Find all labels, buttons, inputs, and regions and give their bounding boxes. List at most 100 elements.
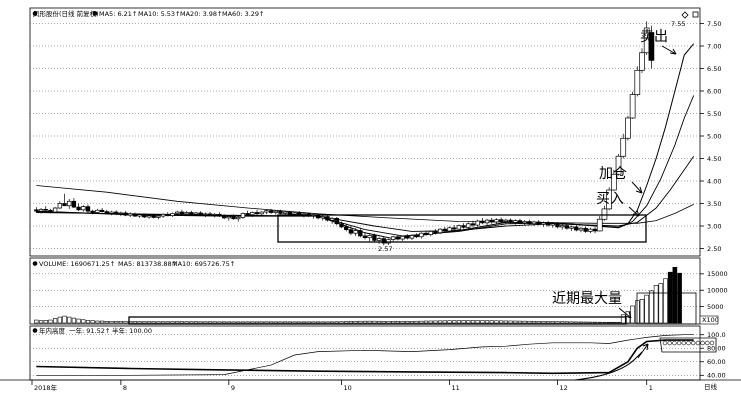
candle-up	[419, 232, 424, 238]
candlestick-series	[34, 21, 655, 246]
volume-bar	[344, 321, 349, 324]
candle-down	[574, 226, 579, 231]
candle-down	[278, 210, 283, 214]
volume-bar	[287, 321, 293, 324]
volume-bar	[85, 320, 91, 324]
volume-bar	[231, 321, 236, 324]
consolidation-box-volume	[128, 316, 627, 325]
volume-bar	[104, 321, 109, 324]
new-high-highlight	[659, 337, 717, 353]
annual-high-lines	[36, 334, 694, 376]
price-y-tick-label: 6.50	[707, 65, 721, 73]
candle-down	[508, 219, 513, 223]
candle-up	[629, 94, 636, 119]
candle-up	[184, 212, 189, 215]
diamond-icon[interactable]	[681, 11, 689, 19]
volume-bar	[222, 321, 227, 324]
candle-down	[231, 216, 236, 220]
volume-bar	[339, 321, 344, 324]
candle-up	[236, 217, 241, 220]
price-header-ma20: MA20: 3.98↑	[180, 10, 223, 18]
volume-bar	[273, 321, 278, 324]
consolidation-box-price	[277, 214, 647, 243]
arrow-sell-head	[669, 48, 677, 55]
price-y-tick-label: 4.50	[707, 155, 721, 163]
candle-up	[273, 210, 278, 213]
candle-up	[156, 215, 161, 218]
candle-up	[109, 211, 114, 214]
candle-down	[527, 221, 532, 225]
volume-bar	[442, 320, 447, 324]
candle-down	[287, 211, 293, 215]
volume-bar	[456, 320, 462, 324]
candle-down	[113, 211, 119, 215]
candle-down	[151, 215, 156, 218]
candle-down	[34, 209, 39, 212]
high-line-2	[36, 334, 694, 376]
price-y-tick-label: 5.50	[707, 110, 721, 118]
candle-up	[428, 231, 433, 235]
volume-bar	[620, 314, 626, 324]
new-high-dot	[705, 340, 710, 346]
annotation-buy: 买入	[596, 191, 624, 207]
new-high-dot	[695, 340, 701, 346]
arrow-new-high-head	[642, 343, 649, 351]
candle-up	[386, 239, 391, 244]
candle-up	[292, 212, 297, 215]
candle-down	[381, 238, 386, 244]
volume-bar	[499, 320, 504, 324]
x-tick-label: 9	[231, 384, 235, 392]
price-y-tick-label: 2.50	[707, 245, 721, 253]
low-price-label: 2.57	[378, 245, 392, 253]
square-icon[interactable]	[692, 11, 699, 18]
candle-up	[484, 219, 490, 224]
volume-highlight-box	[636, 292, 697, 325]
volume-bar	[677, 272, 682, 324]
candle-up	[390, 236, 396, 240]
candle-up	[466, 223, 471, 228]
price-y-tick-label: 7.50	[707, 20, 721, 28]
candle-down	[489, 219, 494, 223]
candle-up	[95, 209, 100, 213]
volume-bar	[372, 320, 377, 324]
volume-bar	[123, 321, 128, 324]
volume-bar	[283, 321, 288, 324]
candle-down	[405, 236, 410, 239]
volume-bar	[461, 320, 466, 324]
volume-bar	[667, 271, 673, 324]
volume-bar	[414, 320, 419, 324]
arrow-add	[631, 181, 643, 194]
candle-down	[414, 235, 419, 238]
volume-unit-label: X100	[702, 316, 719, 324]
volume-bar	[560, 321, 565, 324]
volume-bar	[480, 320, 485, 324]
volume-header-ma5: MA5: 813738.88↑	[118, 260, 177, 268]
volume-bar	[494, 320, 499, 324]
new-high-dots	[662, 340, 715, 346]
indicator-header-title: 年内高度	[39, 326, 66, 335]
candle-up	[67, 200, 72, 207]
indicator-header-halfyear: 半年: 100.00	[112, 326, 152, 335]
volume-bar	[578, 321, 584, 324]
volume-y-tick-label: 15000	[707, 270, 728, 278]
volume-bar	[264, 321, 269, 324]
candle-up	[550, 223, 555, 226]
volume-bar	[555, 321, 560, 324]
volume-bar	[376, 320, 382, 324]
candle-down	[62, 203, 67, 207]
volume-bar	[386, 321, 391, 324]
volume-bar	[109, 321, 114, 324]
volume-bar	[226, 321, 231, 324]
volume-bar	[569, 321, 574, 324]
volume-bar	[34, 319, 39, 324]
candle-down	[217, 213, 222, 217]
window-controls[interactable]	[681, 11, 699, 19]
indicator-header-oneyear: 一年: 91.52↑	[69, 326, 110, 335]
high-y-tick-label: 40.00	[707, 372, 726, 380]
volume-bar	[409, 320, 415, 324]
volume-bar	[437, 320, 443, 324]
candle-down	[90, 210, 95, 213]
volume-bar	[43, 320, 48, 324]
volume-header-ma10: MA10: 695726.75↑	[172, 260, 235, 268]
